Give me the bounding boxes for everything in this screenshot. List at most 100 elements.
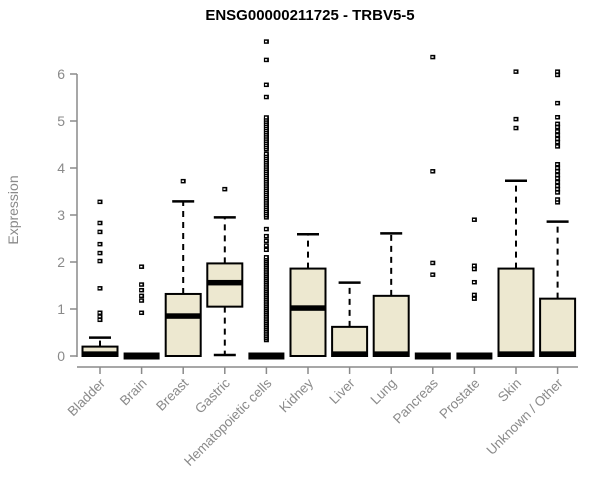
outlier-point-center: [265, 40, 268, 43]
outlier-point-center: [556, 177, 559, 180]
outlier-point-center: [473, 218, 476, 221]
outlier-point-center: [556, 74, 559, 76]
outlier-point-center: [556, 185, 559, 187]
outliers-prostate: [471, 217, 477, 301]
outlier-point-center: [431, 170, 434, 173]
outlier-point-center: [98, 222, 101, 224]
median-line: [165, 313, 201, 319]
outlier-point-center: [556, 102, 559, 104]
y-tick-label: 0: [57, 348, 65, 364]
outlier-point-center: [98, 260, 101, 262]
iqr-box: [372, 294, 410, 357]
outlier-point-center: [556, 70, 559, 73]
outlier-point-center: [265, 116, 268, 119]
outlier-point-center: [556, 145, 559, 148]
outlier-point-center: [431, 56, 434, 58]
outlier-point-center: [556, 126, 559, 128]
y-tick-label: 1: [57, 301, 65, 317]
outlier-point-center: [556, 163, 559, 165]
outlier-point-center: [556, 181, 559, 183]
median-line: [498, 351, 534, 357]
y-tick-label: 5: [57, 113, 65, 129]
median-line: [332, 351, 368, 357]
outlier-point-center: [265, 249, 268, 251]
outlier-point-center: [473, 281, 476, 283]
outlier-point-center: [556, 167, 559, 169]
boxplot-pancreas: [414, 54, 451, 360]
median-line: [207, 279, 243, 286]
outliers-brain: [139, 264, 145, 316]
outlier-point-center: [473, 294, 476, 296]
outlier-point-center: [556, 116, 559, 118]
outlier-point-center: [140, 265, 143, 268]
outlier-point-center: [556, 191, 559, 194]
x-tick-label-brain: Brain: [117, 376, 150, 409]
outlier-point-center: [223, 188, 226, 190]
outlier-point-center: [556, 198, 559, 201]
outlier-point-center: [556, 130, 559, 133]
y-tick-label: 6: [57, 66, 65, 82]
outliers-skin: [513, 69, 519, 131]
outlier-point-center: [140, 283, 143, 286]
outlier-point-center: [265, 235, 268, 237]
outlier-point-center: [265, 228, 268, 230]
outlier-point-center: [514, 70, 517, 73]
outlier-point-center: [98, 315, 101, 318]
x-tick-label-kidney: Kidney: [276, 375, 316, 415]
boxplot-skin: [497, 69, 535, 357]
collapsed-box: [123, 352, 160, 360]
boxplot-liver: [331, 281, 369, 357]
boxplot-brain: [123, 264, 160, 360]
boxplot-hematopoietic-cells: [248, 39, 285, 360]
outlier-point-center: [265, 84, 268, 86]
outliers-breast: [180, 178, 186, 184]
outlier-point-center: [140, 312, 143, 314]
x-tick-label-prostate: Prostate: [436, 376, 482, 422]
outliers-hematopoietic-cells: [263, 39, 269, 343]
x-tick-label-unknown-other: Unknown / Other: [483, 375, 566, 458]
outlier-point-center: [265, 244, 268, 247]
outliers-unknown-other: [555, 69, 561, 205]
iqr-box: [539, 297, 577, 358]
outlier-point-center: [556, 134, 559, 136]
median-line: [290, 305, 326, 311]
outlier-point-center: [98, 252, 101, 254]
outlier-point-center: [431, 273, 434, 276]
outlier-point-center: [265, 240, 268, 242]
outlier-point-center: [98, 319, 101, 321]
outlier-point-center: [98, 287, 101, 290]
outlier-point-center: [556, 170, 559, 173]
collapsed-box: [456, 352, 493, 360]
outlier-point-center: [181, 180, 184, 182]
outlier-point-center: [514, 118, 517, 120]
outlier-point-center: [556, 123, 559, 125]
outlier-point-center: [140, 295, 143, 297]
x-tick-label-lung: Lung: [367, 376, 399, 408]
chart-title: ENSG00000211725 - TRBV5-5: [205, 7, 415, 24]
y-axis-label: Expression: [5, 175, 21, 245]
outlier-point-center: [98, 243, 101, 245]
outlier-point-center: [265, 153, 268, 155]
boxplot-prostate: [456, 217, 493, 360]
x-tick-label-breast: Breast: [153, 375, 191, 413]
y-axis: 0 1 2 3 4 5 6: [57, 66, 78, 364]
median-line: [82, 351, 118, 357]
outlier-point-center: [140, 299, 143, 302]
boxplot-kidney: [289, 233, 327, 357]
x-tick-label-gastric: Gastric: [192, 375, 233, 416]
outlier-point-center: [556, 138, 559, 140]
outlier-point-center: [265, 59, 268, 61]
outlier-point-center: [431, 262, 434, 264]
collapsed-box: [248, 352, 285, 360]
outliers-gastric: [222, 186, 228, 192]
iqr-box: [331, 325, 369, 357]
boxplot-breast: [164, 178, 202, 357]
y-tick-label: 3: [57, 207, 65, 223]
outlier-point-center: [265, 256, 268, 259]
outlier-point-center: [556, 174, 559, 176]
iqr-box: [497, 267, 535, 357]
outlier-point-center: [265, 96, 268, 98]
outlier-point-center: [98, 231, 101, 233]
